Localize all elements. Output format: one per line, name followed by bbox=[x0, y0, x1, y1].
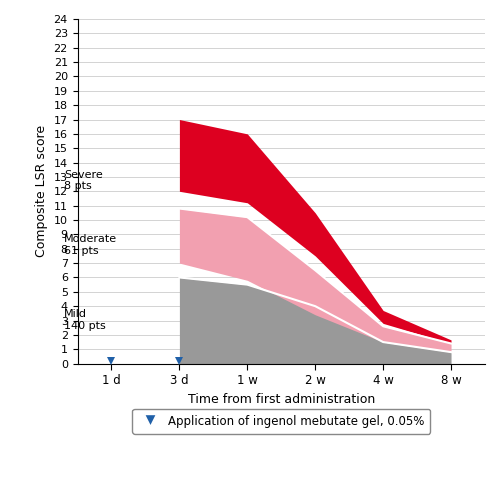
Text: Mild
140 pts: Mild 140 pts bbox=[64, 309, 106, 331]
Text: Moderate
61 pts: Moderate 61 pts bbox=[64, 234, 117, 256]
Y-axis label: Composite LSR score: Composite LSR score bbox=[35, 125, 48, 257]
X-axis label: Time from first administration: Time from first administration bbox=[188, 392, 375, 406]
Text: Severe
8 pts: Severe 8 pts bbox=[64, 170, 102, 192]
Legend: Application of ingenol mebutate gel, 0.05%: Application of ingenol mebutate gel, 0.0… bbox=[132, 409, 430, 434]
